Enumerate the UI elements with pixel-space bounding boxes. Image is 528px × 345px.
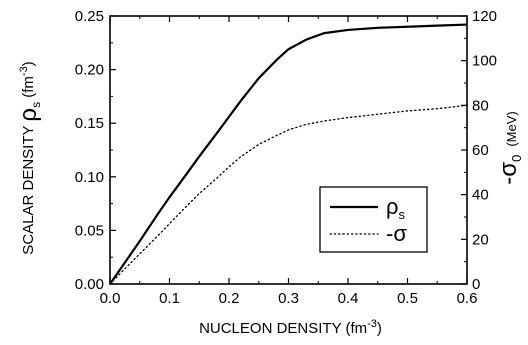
legend-label-rho-s: ρs	[386, 194, 406, 222]
y-left-tick-label: 0.15	[75, 115, 104, 132]
x-tick-label: 0.0	[100, 290, 121, 307]
y-right-axis-title: -σ0(MeV)	[495, 111, 524, 184]
x-tick-label: 0.6	[457, 290, 478, 307]
y-right-tick-label: 120	[472, 8, 497, 25]
y-left-axis-title: SCALAR DENSITY ρs (fm-3)	[15, 61, 43, 254]
y-right-tick-label: 0	[472, 276, 480, 293]
x-tick-label: 0.3	[278, 290, 299, 307]
y-right-tick-label: 40	[472, 187, 489, 204]
series-line-rho-s	[109, 23, 468, 285]
y-left-tick-label: 0.05	[75, 222, 104, 239]
y-left-tick-label: 0.00	[75, 276, 104, 293]
y-left-tick-label: 0.10	[75, 169, 104, 186]
legend-label-sigma: -σ	[386, 221, 407, 246]
y-right-tick-label: 80	[472, 97, 489, 114]
y-left-tick-label: 0.20	[75, 62, 104, 79]
series-line-sigma	[109, 104, 468, 285]
x-tick-label: 0.4	[338, 290, 359, 307]
y-right-tick-label: 100	[472, 53, 497, 70]
y-left-tick-label: 0.25	[75, 8, 104, 25]
legend-box	[319, 186, 428, 253]
x-axis-title: NUCLEON DENSITY (fm-3)	[199, 318, 382, 337]
x-tick-label: 0.1	[159, 290, 180, 307]
y-right-tick-label: 60	[472, 142, 489, 159]
x-tick-label: 0.5	[397, 290, 418, 307]
y-right-tick-label: 20	[472, 231, 489, 248]
x-tick-label: 0.2	[219, 290, 240, 307]
